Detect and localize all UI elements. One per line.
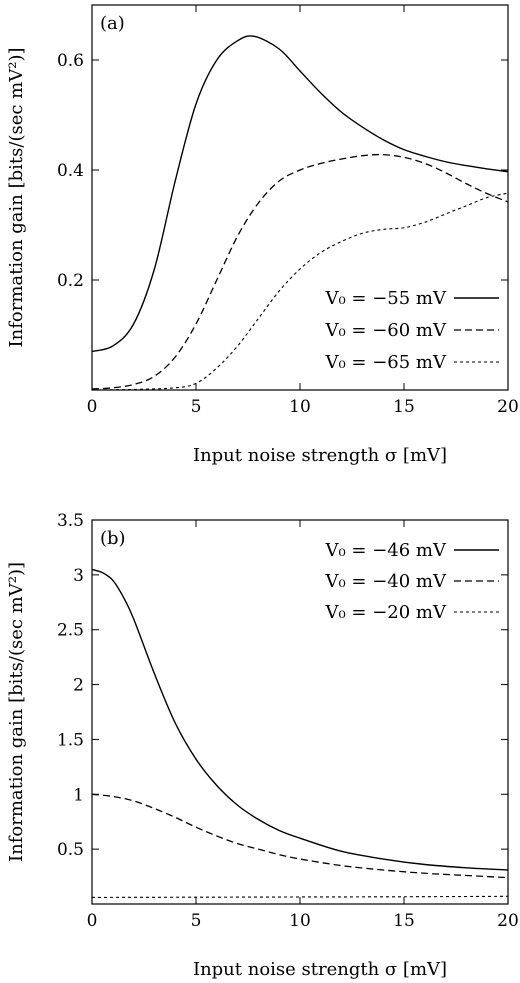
panel-label: (a) (100, 13, 125, 34)
y-axis-label: Information gain [bits/(sec mV²)] (6, 48, 27, 348)
series-line-3 (92, 192, 508, 390)
legend-label: V₀ = −40 mV (324, 571, 447, 592)
y-tick-label: 1 (73, 785, 84, 805)
x-tick-label: 20 (497, 397, 519, 417)
y-tick-label: 0.4 (57, 161, 84, 181)
legend-label: V₀ = −20 mV (324, 602, 447, 623)
x-axis-label: Input noise strength σ [mV] (193, 959, 447, 980)
y-axis-label: Information gain [bits/(sec mV²)] (6, 562, 27, 862)
y-tick-label: 3 (73, 566, 84, 586)
series-line-1 (92, 568, 508, 871)
y-tick-label: 1.5 (57, 730, 84, 750)
legend-label: V₀ = −55 mV (324, 288, 447, 309)
x-tick-label: 5 (191, 397, 202, 417)
panel-label: (b) (100, 528, 126, 549)
y-tick-label: 2 (73, 676, 84, 696)
legend-label: V₀ = −60 mV (324, 320, 447, 341)
y-tick-label: 0.5 (57, 840, 84, 860)
x-tick-label: 10 (289, 397, 311, 417)
y-tick-label: 0.2 (57, 271, 84, 291)
x-axis-label: Input noise strength σ [mV] (193, 445, 447, 466)
legend-label: V₀ = −65 mV (324, 352, 447, 373)
x-tick-label: 0 (87, 397, 98, 417)
panel-b: 0 5 10 15 20 0.5 1 1.5 2 2.5 3 3.5 (b) Input noise st… (6, 511, 519, 980)
x-tick-label: 10 (289, 911, 311, 931)
x-tick-label: 5 (191, 911, 202, 931)
x-tick-label: 20 (497, 911, 519, 931)
y-tick-label: 0.6 (57, 51, 84, 71)
x-tick-label: 0 (87, 911, 98, 931)
x-tick-label: 15 (393, 911, 415, 931)
series-line-2 (92, 153, 508, 390)
x-tick-label: 15 (393, 397, 415, 417)
series-line-2 (92, 793, 508, 879)
series-line-1 (92, 35, 508, 353)
y-tick-label: 3.5 (57, 511, 84, 531)
y-tick-label: 2.5 (57, 621, 84, 641)
panel-a: 0 5 10 15 20 0.2 0.4 0.6 (a) Input noise strength… (6, 4, 519, 466)
legend-label: V₀ = −46 mV (324, 540, 447, 561)
